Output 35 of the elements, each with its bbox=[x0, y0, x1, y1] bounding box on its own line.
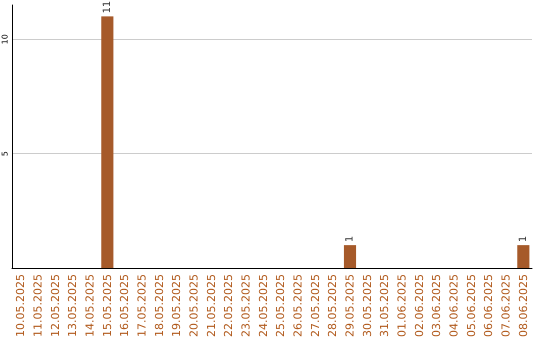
x-tick-label: 27.05.2025 bbox=[308, 274, 322, 338]
x-tick-label: 30.05.2025 bbox=[360, 274, 374, 338]
x-tick-label: 22.05.2025 bbox=[222, 274, 236, 338]
x-tick-label: 20.05.2025 bbox=[188, 274, 200, 338]
x-tick-label: 02.06.2025 bbox=[412, 274, 426, 338]
x-tick-label: 24.05.2025 bbox=[256, 274, 270, 338]
x-tick-label: 08.06.2025 bbox=[516, 274, 530, 338]
x-tick-label: 25.05.2025 bbox=[274, 274, 288, 338]
x-tick-label: 14.05.2025 bbox=[84, 274, 96, 338]
x-tick-label: 12.05.2025 bbox=[48, 274, 62, 338]
x-tick-label: 13.05.2025 bbox=[66, 274, 80, 338]
x-tick-label: 31.05.2025 bbox=[378, 274, 392, 338]
x-tick-label: 15.05.2025 bbox=[100, 274, 114, 338]
x-tick-label: 01.06.2025 bbox=[396, 274, 408, 338]
x-tick-label: 11.05.2025 bbox=[32, 274, 44, 338]
x-tick-label: 26.05.2025 bbox=[292, 274, 304, 338]
x-tick-label: 05.06.2025 bbox=[464, 274, 478, 338]
x-tick-label: 04.06.2025 bbox=[448, 274, 460, 338]
x-tick-label: 10.05.2025 bbox=[14, 274, 28, 338]
x-tick-label: 07.06.2025 bbox=[500, 274, 512, 338]
x-tick-label: 29.05.2025 bbox=[344, 274, 356, 338]
y-tick-label: 5 bbox=[0, 151, 10, 156]
x-tick-label: 06.06.2025 bbox=[482, 274, 496, 338]
x-tick-label: 28.05.2025 bbox=[326, 274, 340, 338]
x-tick-label: 21.05.2025 bbox=[204, 274, 218, 338]
x-tick-label: 18.05.2025 bbox=[152, 274, 166, 338]
data-label: 11 bbox=[102, 0, 113, 14]
x-tick-label: 16.05.2025 bbox=[118, 274, 132, 338]
y-tick-label: 10 bbox=[0, 34, 10, 44]
x-tick-label: 19.05.2025 bbox=[170, 274, 184, 338]
x-tick-label: 17.05.2025 bbox=[136, 274, 148, 338]
data-label: 1 bbox=[518, 236, 529, 242]
x-tick-label: 03.06.2025 bbox=[430, 274, 444, 338]
data-label: 1 bbox=[344, 236, 356, 242]
x-tick-label: 23.05.2025 bbox=[240, 274, 252, 338]
